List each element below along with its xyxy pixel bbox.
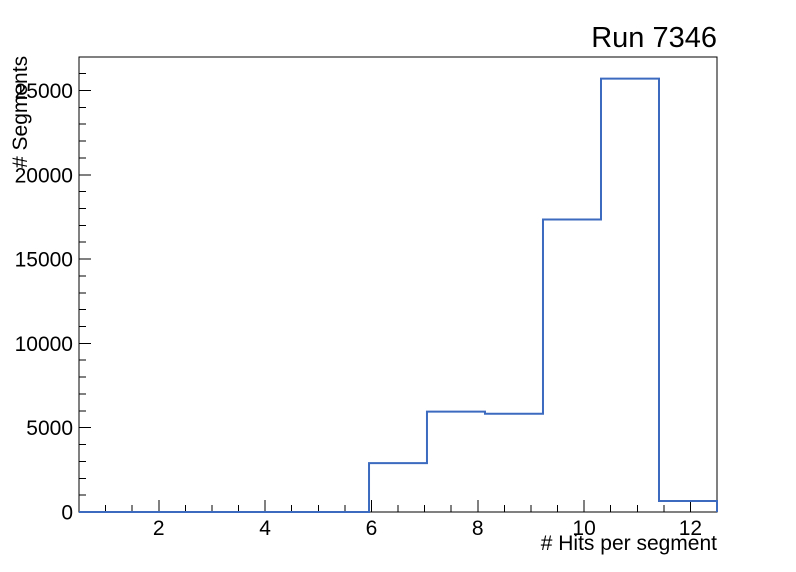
y-tick-label: 10000 xyxy=(15,333,73,356)
plot-frame xyxy=(78,56,718,513)
x-tick-label: 8 xyxy=(472,517,484,540)
y-tick-label: 5000 xyxy=(26,417,73,440)
y-tick-label: 25000 xyxy=(15,80,73,103)
y-axis-title: # Segments xyxy=(9,55,32,168)
x-tick-label: 2 xyxy=(153,517,165,540)
y-tick-label: 15000 xyxy=(15,249,73,272)
x-tick-label: 4 xyxy=(259,517,271,540)
x-tick-label: 6 xyxy=(366,517,378,540)
y-tick-label: 0 xyxy=(61,502,73,525)
x-axis-title: # Hits per segment xyxy=(540,532,717,555)
x-tick-label: 10 xyxy=(572,517,595,540)
plot-title: Run 7346 xyxy=(591,22,717,54)
y-tick-label: 20000 xyxy=(15,164,73,187)
histogram-line xyxy=(79,77,718,513)
x-tick-label: 12 xyxy=(679,517,702,540)
